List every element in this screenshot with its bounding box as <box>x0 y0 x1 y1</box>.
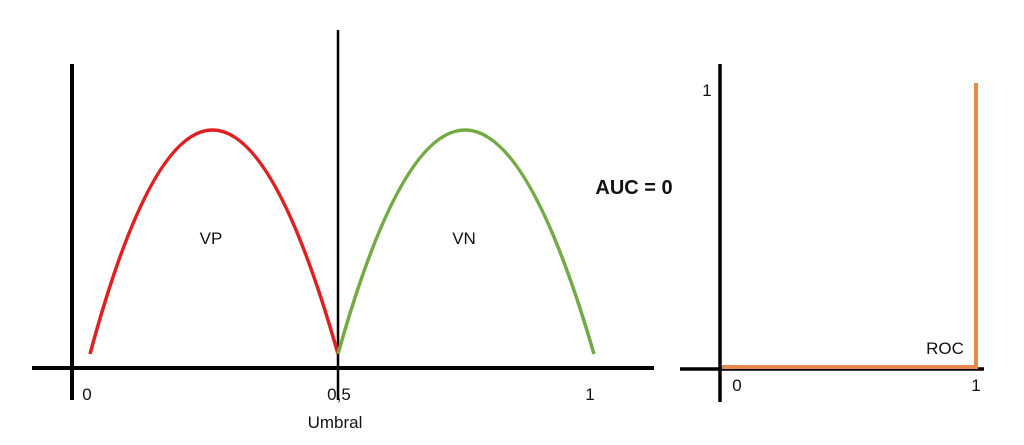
auc-annotation: AUC = 0 <box>595 177 672 199</box>
vn-label: VN <box>452 229 476 248</box>
roc-plot: 1 0 1 ROC <box>680 64 984 402</box>
roc-curve <box>722 83 978 369</box>
umbral-axis-title: Umbral <box>308 413 363 432</box>
vp-curve <box>88 128 340 355</box>
roc-x-tick-0: 0 <box>732 376 741 395</box>
roc-y-tick-1: 1 <box>702 81 711 100</box>
left-x-tick-1: 1 <box>585 385 594 404</box>
threshold-distributions-plot: VP VN 0 0,5 1 Umbral <box>32 30 654 432</box>
roc-x-tick-1: 1 <box>971 376 980 395</box>
vp-label: VP <box>200 229 223 248</box>
roc-curve-label: ROC <box>926 339 964 358</box>
left-x-tick-0: 0 <box>82 385 91 404</box>
vn-curve <box>336 128 596 355</box>
left-x-tick-half: 0,5 <box>327 385 351 404</box>
